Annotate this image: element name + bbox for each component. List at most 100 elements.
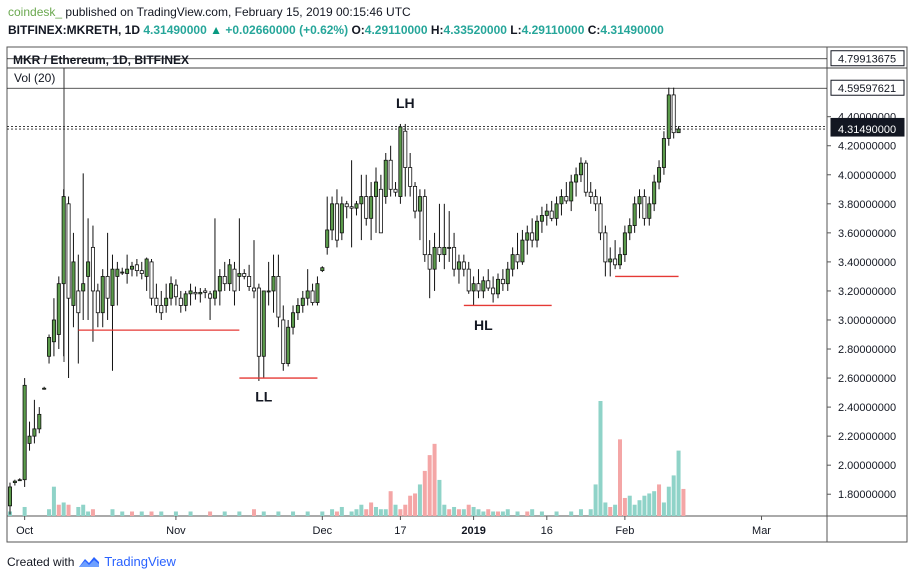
candle-body: [242, 273, 247, 277]
candle-body: [461, 261, 466, 270]
volume-bar: [369, 502, 374, 516]
candle-body: [212, 290, 217, 299]
volume-bar: [149, 511, 154, 516]
candle-body: [237, 273, 242, 277]
candle-body: [398, 126, 403, 197]
y-tick-label: 4.00000000: [838, 170, 896, 182]
volume-bar: [632, 504, 637, 516]
y-tick-label: 2.00000000: [838, 460, 896, 472]
volume-bar: [437, 479, 442, 516]
volume-bar: [364, 509, 369, 516]
x-tick-label: Feb: [615, 525, 634, 537]
x-tick-label: 16: [541, 525, 553, 537]
candle-body: [51, 319, 56, 343]
candle-body: [286, 326, 291, 364]
price-chart[interactable]: MKR / Ethereum, 1D, BITFINEX Vol (20) 1.80…: [0, 42, 914, 547]
candle-body: [647, 203, 652, 219]
candle-body: [378, 188, 383, 234]
candle-body: [393, 188, 398, 193]
candle-body: [652, 181, 657, 205]
candle-body: [510, 254, 515, 270]
volume-bar: [66, 504, 71, 516]
candle-body: [42, 387, 47, 390]
tradingview-brand-link[interactable]: TradingView: [104, 554, 176, 569]
candle-body: [56, 283, 61, 335]
candle-body: [569, 181, 574, 202]
volume-bar: [515, 511, 520, 516]
candle-body: [188, 290, 193, 295]
candle-body: [37, 413, 42, 430]
up-arrow-icon: ▲: [210, 23, 222, 37]
candle-body: [466, 268, 471, 292]
volume-bar: [56, 504, 61, 516]
candle-body: [657, 167, 662, 183]
volume-bar: [22, 506, 27, 516]
volume-bar: [398, 509, 403, 516]
volume-bar: [525, 511, 530, 516]
candle-body: [344, 203, 349, 208]
volume-bar: [403, 504, 408, 516]
volume-bar: [252, 509, 256, 516]
candle-body: [408, 167, 413, 187]
volume-bar: [359, 504, 364, 516]
volume-bar: [47, 509, 52, 516]
candle-body: [178, 297, 183, 306]
y-tick-label: 1.80000000: [838, 489, 896, 501]
volume-bar: [530, 509, 535, 516]
price-label-text: 4.59597621: [838, 83, 896, 95]
candle-body: [7, 486, 12, 507]
candle-body: [622, 232, 627, 256]
volume-bar: [61, 502, 66, 516]
volume-bar: [139, 511, 144, 516]
tradingview-logo-icon: [79, 556, 100, 567]
open-label: O:: [351, 23, 365, 37]
candle-body: [266, 290, 271, 293]
volume-bar: [671, 475, 676, 516]
volume-bar: [432, 443, 437, 516]
candle-body: [544, 210, 549, 216]
volume-bar: [461, 509, 466, 516]
candle-body: [86, 261, 91, 277]
x-tick-label: Dec: [313, 525, 333, 537]
candle-body: [520, 239, 525, 263]
candle-body: [618, 254, 623, 266]
candle-body: [261, 290, 266, 357]
candle-body: [66, 203, 71, 299]
candle-body: [413, 185, 418, 212]
volume-bar: [627, 495, 632, 516]
candle-body: [251, 287, 256, 292]
candle-body: [564, 196, 569, 202]
candle-body: [486, 280, 491, 289]
volume-bar: [130, 511, 134, 516]
candle-body: [105, 276, 110, 299]
candle-body: [574, 174, 579, 183]
candle-body: [305, 290, 310, 299]
candle-body: [100, 276, 105, 314]
candle-body: [456, 261, 461, 270]
published-text: published on TradingView.com, February 1…: [65, 5, 411, 19]
candle-body: [271, 276, 276, 292]
candle-body: [481, 280, 486, 292]
y-tick-label: 2.60000000: [838, 373, 896, 385]
publish-info: coindesk_ published on TradingView.com, …: [8, 5, 411, 19]
volume-bar: [90, 509, 95, 516]
author-link[interactable]: coindesk_: [8, 5, 63, 19]
candle-body: [154, 297, 159, 306]
candle-body: [159, 305, 164, 314]
created-with-label: Created with: [7, 554, 75, 569]
footer: Created with TradingView: [7, 554, 176, 569]
candle-body: [247, 276, 252, 287]
price-label-text: 4.79913675: [838, 54, 896, 66]
volume-bar: [330, 509, 335, 516]
candle-body: [183, 293, 188, 306]
candle-body: [598, 203, 603, 234]
candle-body: [471, 283, 476, 292]
candle-body: [354, 203, 359, 209]
y-tick-label: 2.80000000: [838, 344, 896, 356]
volume-bar: [354, 509, 359, 516]
volume-bar: [51, 486, 56, 516]
volume-bar: [374, 506, 378, 516]
candle-body: [442, 246, 447, 256]
candle-body: [476, 283, 481, 292]
candle-body: [71, 261, 76, 306]
